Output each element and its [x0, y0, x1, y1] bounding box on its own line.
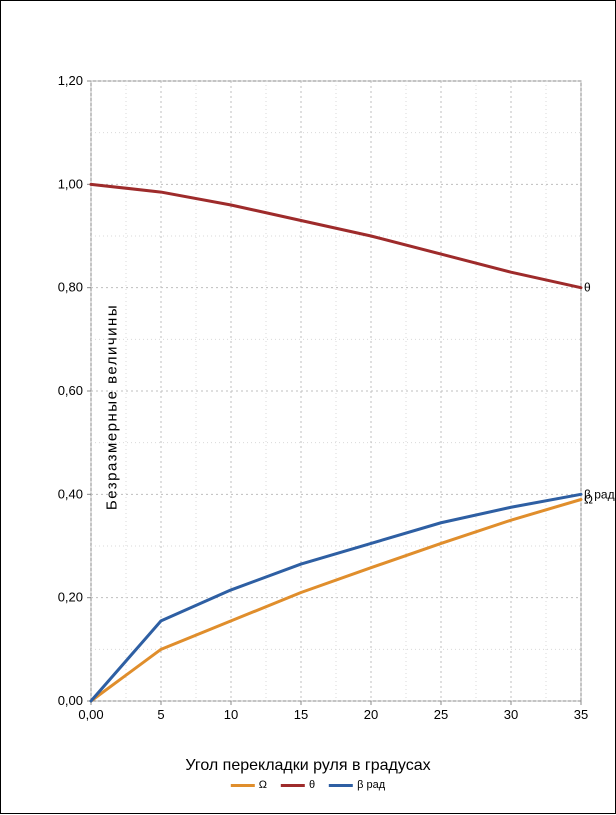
- svg-text:1,20: 1,20: [58, 73, 83, 88]
- legend-label: Ω: [259, 779, 267, 791]
- svg-text:1,00: 1,00: [58, 176, 83, 191]
- legend-swatch: [329, 784, 353, 787]
- chart-area: 0,00 0,20 0,40 0,60 0,80 1,00 1,20 0,00 5 10 15 20 2…: [1, 1, 615, 813]
- svg-text:β рад: β рад: [584, 487, 615, 501]
- svg-text:10: 10: [224, 707, 238, 722]
- svg-text:0,20: 0,20: [58, 590, 83, 605]
- svg-text:15: 15: [294, 707, 308, 722]
- chart-container: { "chart": { "type": "line", "width_px":…: [0, 0, 616, 814]
- y-axis-label: Безразмерные величины: [104, 304, 121, 510]
- svg-text:0,00: 0,00: [78, 707, 103, 722]
- svg-text:0,80: 0,80: [58, 280, 83, 295]
- svg-text:35: 35: [574, 707, 588, 722]
- x-axis-label: Угол перекладки руля в градусах: [185, 757, 430, 775]
- legend-swatch: [281, 784, 305, 787]
- legend-item-theta: θ: [281, 779, 315, 791]
- legend-label: β рад: [357, 779, 385, 791]
- svg-text:20: 20: [364, 707, 378, 722]
- svg-text:θ: θ: [584, 281, 591, 295]
- svg-text:0,40: 0,40: [58, 486, 83, 501]
- svg-text:0,00: 0,00: [58, 693, 83, 708]
- legend-item-beta: β рад: [329, 779, 385, 791]
- legend: Ω θ β рад: [231, 779, 385, 791]
- chart-svg: 0,00 0,20 0,40 0,60 0,80 1,00 1,20 0,00 5 10 15 20 2…: [1, 1, 616, 815]
- svg-text:30: 30: [504, 707, 518, 722]
- legend-label: θ: [309, 779, 315, 791]
- svg-text:0,60: 0,60: [58, 383, 83, 398]
- legend-item-omega: Ω: [231, 779, 267, 791]
- legend-swatch: [231, 784, 255, 787]
- svg-text:25: 25: [434, 707, 448, 722]
- svg-text:5: 5: [157, 707, 164, 722]
